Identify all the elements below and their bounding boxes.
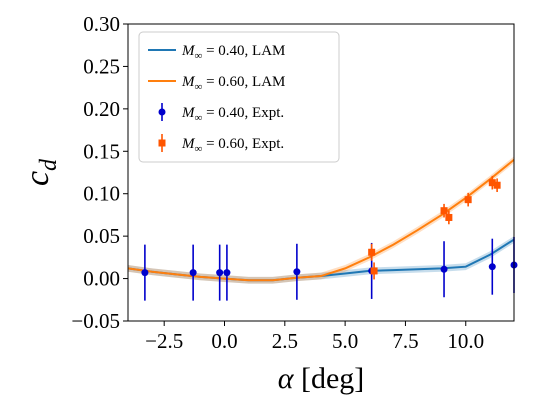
point-series-2 xyxy=(488,263,496,271)
point-series-3 xyxy=(464,196,472,204)
y-tick-label: 0.05 xyxy=(83,224,120,248)
y-tick-label: 0.20 xyxy=(83,97,120,121)
y-tick-label: 0.25 xyxy=(83,54,120,78)
legend-label-2: M∞ = 0.40, Expt. xyxy=(181,105,284,124)
y-tick-label: 0.30 xyxy=(83,12,120,36)
line-series-1 xyxy=(128,158,514,282)
x-tick-label: 0.0 xyxy=(211,329,237,353)
point-series-3 xyxy=(440,207,448,215)
legend-label-3: M∞ = 0.60, Expt. xyxy=(181,136,284,155)
plot-frame xyxy=(127,23,515,322)
legend: M∞ = 0.40, LAM M∞ = 0.60, LAM M∞ = 0.40, E… xyxy=(138,31,340,163)
uncertainty-bands xyxy=(128,156,514,284)
x-axis-label: α [deg] xyxy=(278,362,365,395)
x-axis-ticks: −2.5 0.0 2.5 5.0 7.5 10.0 xyxy=(145,321,484,353)
y-tick-label: −0.05 xyxy=(71,309,120,333)
point-series-3 xyxy=(370,267,378,275)
x-tick-label: 5.0 xyxy=(332,329,358,353)
band-series-0 xyxy=(128,236,514,284)
point-series-2 xyxy=(223,269,231,277)
legend-box xyxy=(138,31,340,163)
y-axis-ticks: −0.05 0.00 0.05 0.10 0.15 0.20 0.25 0.30 xyxy=(71,12,128,333)
x-tick-label: −2.5 xyxy=(145,329,183,353)
x-tick-label: 10.0 xyxy=(447,329,484,353)
point-series-3 xyxy=(368,248,376,256)
point-series-3 xyxy=(488,179,496,187)
band-series-1 xyxy=(128,156,514,284)
point-series-3 xyxy=(445,213,453,221)
point-series-2 xyxy=(293,268,301,276)
legend-label-0: M∞ = 0.40, LAM xyxy=(181,43,285,62)
y-tick-label: 0.15 xyxy=(83,139,120,163)
point-series-3 xyxy=(493,181,501,189)
x-tick-label: 7.5 xyxy=(392,329,418,353)
legend-marker-2 xyxy=(158,108,166,116)
x-tick-label: 2.5 xyxy=(272,329,298,353)
legend-label-1: M∞ = 0.60, LAM xyxy=(181,74,285,93)
legend-marker-3 xyxy=(158,139,166,147)
point-series-2 xyxy=(141,269,149,277)
y-tick-label: 0.00 xyxy=(83,267,120,291)
series-lines xyxy=(128,158,514,282)
point-series-2 xyxy=(216,269,224,277)
point-series-2 xyxy=(440,265,448,273)
experimental-points xyxy=(141,175,518,301)
y-tick-label: 0.10 xyxy=(83,182,120,206)
y-axis-label: cd xyxy=(19,158,62,186)
point-series-2 xyxy=(189,269,197,277)
